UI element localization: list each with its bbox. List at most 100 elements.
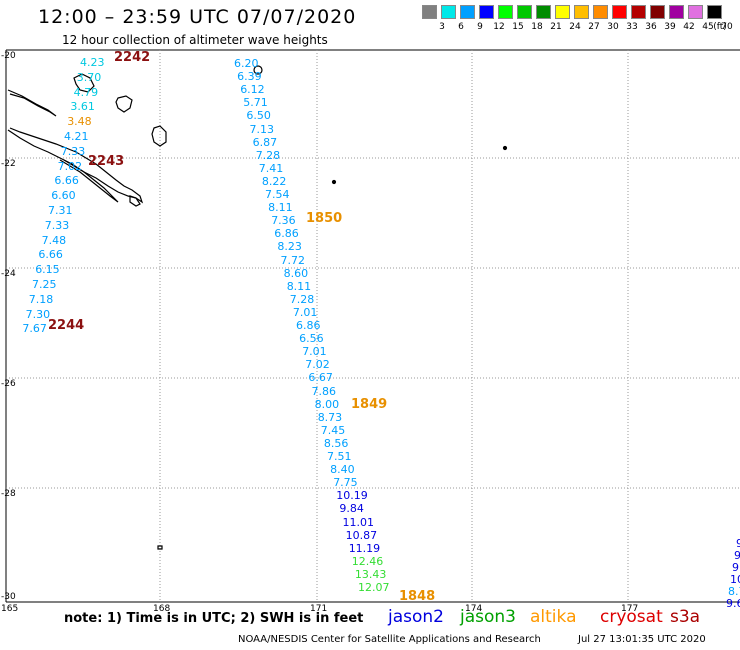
- wave-height-value: 6.86: [296, 319, 321, 332]
- wave-height-value: 9: [736, 537, 740, 550]
- page-title: 12:00 – 23:59 UTC 07/07/2020: [38, 6, 357, 28]
- legend-label-18: 18: [531, 22, 543, 32]
- satellite-jason3: jason3: [460, 607, 516, 627]
- satellite-altika: altika: [530, 607, 577, 627]
- wave-height-value: 7.72: [280, 253, 306, 267]
- wave-height-value: 8.75: [728, 585, 740, 598]
- legend-swatch-24: [555, 5, 570, 19]
- wave-height-value: 8.40: [330, 463, 355, 477]
- island-dot-1: [253, 65, 263, 75]
- wave-height-value: 8.22: [261, 174, 287, 188]
- wave-height-value: 6.20: [234, 57, 259, 70]
- legend-swatch-15: [498, 5, 513, 19]
- wave-height-value: 7.51: [327, 450, 352, 463]
- legend-unit: (ft): [713, 22, 727, 32]
- wave-height-value: 7.67: [22, 322, 47, 336]
- wave-height-value: 8.56: [323, 436, 349, 450]
- lat-label-28: -28: [1, 489, 16, 499]
- wave-height-value: 7.01: [292, 305, 318, 319]
- wave-height-value: 9.: [734, 549, 740, 562]
- wave-height-value: 7.02: [305, 358, 330, 372]
- footer-note: note: 1) Time is in UTC; 2) SWH is in fe…: [64, 611, 364, 626]
- wave-height-value: 12.07: [358, 581, 390, 594]
- wave-height-value: 7.18: [28, 292, 54, 306]
- loyalty-island-3: [151, 125, 167, 147]
- lat-label-30: -30: [1, 592, 16, 602]
- loyalty-coast-4: [7, 89, 57, 117]
- legend-label-45: 45: [702, 22, 714, 32]
- wave-height-value: 7.75: [333, 476, 358, 490]
- wave-height-value: 7.30: [25, 307, 51, 321]
- pass-label-1849: 1849: [351, 397, 388, 412]
- wave-height-value: 3.48: [67, 115, 92, 129]
- lon-label-168: 168: [153, 604, 171, 614]
- coastlines: [7, 65, 508, 550]
- wave-height-value: 4.21: [64, 130, 89, 143]
- page-subtitle: 12 hour collection of altimeter wave hei…: [62, 33, 328, 47]
- legend-label-36: 36: [645, 22, 657, 32]
- isle-of-pines: [129, 195, 141, 207]
- island-dot-3: [331, 179, 337, 185]
- lon-label-171: 171: [310, 604, 328, 614]
- lon-label-165: 165: [1, 604, 19, 614]
- wave-height-value: 6.87: [252, 135, 278, 149]
- lat-label-22: -22: [1, 159, 16, 169]
- legend-label-15: 15: [512, 22, 524, 32]
- wave-height-value: 8.73: [317, 410, 343, 424]
- wave-height-value: 10.19: [336, 489, 368, 503]
- satellite-cryosat: cryosat: [600, 607, 663, 627]
- wave-height-value: 12.46: [351, 554, 384, 568]
- legend-swatch-39: [650, 5, 665, 19]
- wave-height-value: 7.41: [258, 161, 284, 175]
- legend-swatch-30: [593, 5, 608, 19]
- legend-swatch-3: [422, 5, 437, 19]
- legend-label-24: 24: [569, 22, 581, 32]
- wave-height-value: 7.28: [255, 148, 281, 162]
- wave-height-value: 6.60: [51, 189, 76, 203]
- wave-height-value: 6.12: [240, 83, 265, 97]
- lat-label-20: -20: [1, 51, 16, 61]
- wave-height-value: 7.48: [41, 233, 67, 247]
- legend-swatch-70: [707, 5, 722, 19]
- wave-height-value: 10.19: [730, 573, 740, 586]
- legend-label-27: 27: [588, 22, 600, 32]
- legend-swatch-45: [688, 5, 703, 19]
- legend-swatch-6: [441, 5, 456, 19]
- legend-swatch-27: [574, 5, 589, 19]
- wave-height-value: 6.66: [38, 248, 63, 262]
- lat-label-26: -26: [1, 379, 16, 389]
- wave-height-value: 7.28: [289, 292, 315, 306]
- wave-height-value: 7.02: [57, 159, 83, 173]
- wave-height-value: 7.13: [249, 122, 275, 136]
- footer-credit: NOAA/NESDIS Center for Satellite Applica…: [238, 634, 541, 645]
- legend-label-6: 6: [458, 22, 464, 32]
- lon-label-174: 174: [465, 604, 483, 614]
- wave-height-value: 9.3: [732, 561, 740, 574]
- legend-label-9: 9: [477, 22, 483, 32]
- new-caledonia-inner: [59, 159, 119, 203]
- wave-height-value: 3.61: [70, 100, 95, 114]
- legend-swatch-18: [517, 5, 532, 19]
- wave-height-value: 6.67: [308, 371, 333, 385]
- wave-height-value: 8.11: [268, 201, 293, 215]
- wave-height-value: 9.64: [726, 597, 740, 610]
- wave-height-value: 11.19: [348, 541, 381, 555]
- island-dot-4: [157, 545, 163, 550]
- wave-height-value: 7.33: [44, 218, 70, 232]
- legend-label-39: 39: [664, 22, 676, 32]
- pass-label-1848: 1848: [399, 589, 436, 604]
- wave-height-value: 13.43: [354, 567, 387, 581]
- footer-timestamp: Jul 27 13:01:35 UTC 2020: [578, 634, 706, 645]
- legend-swatch-33: [612, 5, 627, 19]
- lon-label-177: 177: [621, 604, 639, 614]
- map-frame: [5, 49, 740, 603]
- wave-height-value: 6.56: [299, 332, 324, 346]
- legend-swatch-42: [669, 5, 684, 19]
- legend-swatch-21: [536, 5, 551, 19]
- wave-height-value: 6.66: [54, 174, 79, 188]
- legend-swatch-12: [479, 5, 494, 19]
- pass-label-1850: 1850: [306, 211, 343, 226]
- legend-label-70: 70: [721, 22, 733, 32]
- wave-height-value: 7.33: [60, 144, 86, 158]
